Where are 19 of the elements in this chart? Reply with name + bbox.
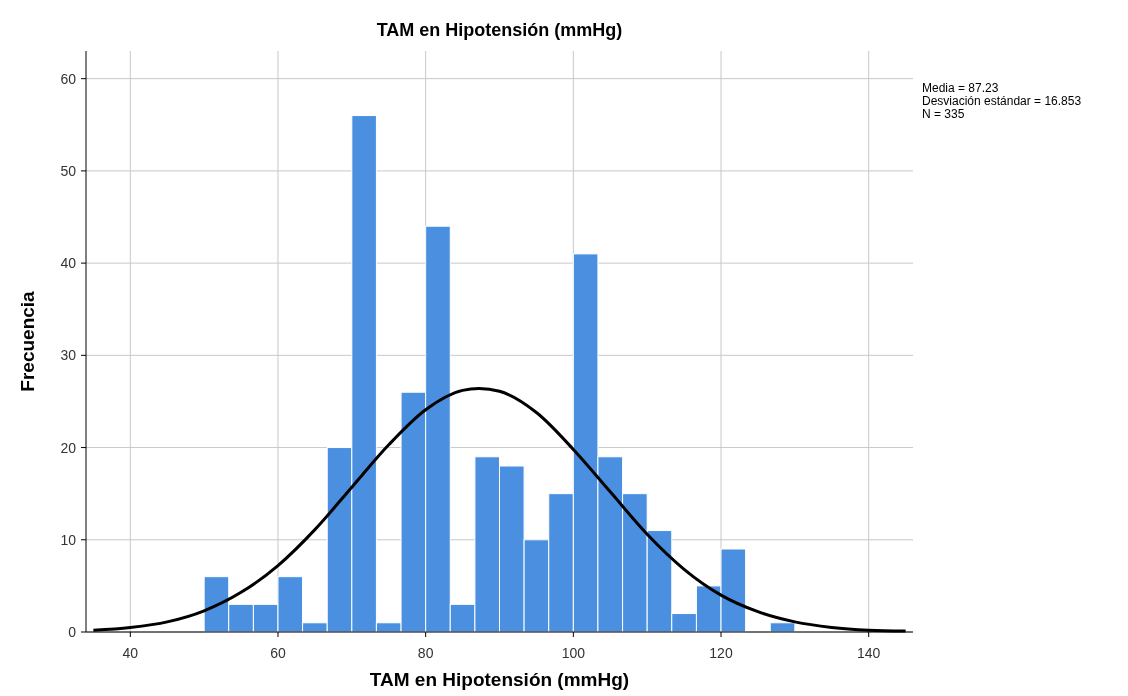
x-tick-label: 40 (122, 645, 139, 661)
y-tick-label: 0 (68, 624, 77, 640)
x-tick-label: 100 (561, 645, 586, 661)
x-tick-label: 80 (417, 645, 434, 661)
y-tick-label: 50 (60, 162, 77, 179)
y-tick-label: 20 (60, 439, 77, 456)
y-axis-title: Frecuencia (17, 290, 38, 392)
x-tick-label: 140 (857, 645, 881, 661)
chart-title: TAM en Hipotensión (mmHg) (376, 20, 623, 40)
x-tick-label: 60 (270, 645, 286, 661)
x-tick-label: 120 (709, 645, 733, 661)
x-axis-title: TAM en Hipotensión (mmHg) (369, 669, 630, 690)
text: N = 335 (922, 107, 965, 121)
y-tick-label: 60 (60, 70, 77, 87)
text: Media = 87.23 (922, 81, 999, 95)
y-tick-label: 10 (60, 531, 77, 548)
y-tick-label: 30 (60, 347, 77, 364)
y-tick-label: 40 (60, 255, 77, 272)
text: Desviación estándar = 16.853 (922, 94, 1082, 108)
